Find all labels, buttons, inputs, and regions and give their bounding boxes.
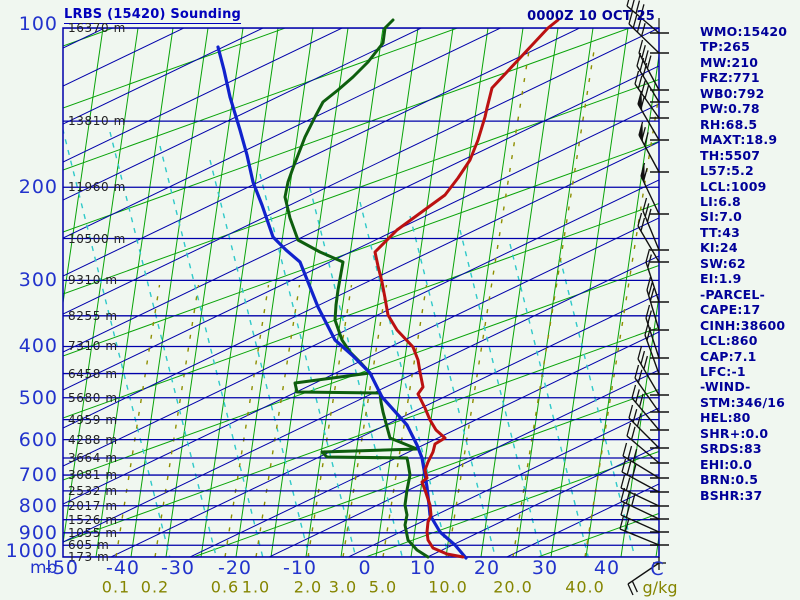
- temp-tick: -20: [217, 557, 253, 579]
- stat-line: MAXT:18.9: [700, 132, 778, 148]
- chart-datetime: 0000Z 10 OCT 25: [527, 9, 655, 24]
- stats-panel: WMO:15420 TP:265 MW:210 FRZ:771 WB0:792 PW:0.…: [700, 24, 798, 503]
- stat-line: WMO:15420: [700, 24, 788, 39]
- height-label: 10500 m: [68, 231, 126, 246]
- temp-tick: 20: [473, 557, 501, 579]
- temp-tick: 40: [593, 557, 621, 579]
- stat-line: TT:43: [700, 224, 741, 240]
- pressure-tick-1000: 1000: [5, 540, 58, 562]
- height-label: 4288 m: [68, 432, 118, 447]
- mixing-tick: 3.0: [328, 577, 358, 597]
- stat-line: CAPE:17: [700, 302, 761, 318]
- temp-tick: 0: [358, 557, 372, 579]
- stat-line: SRDS:83: [700, 441, 762, 457]
- temp-tick: -30: [160, 557, 196, 579]
- stat-line: MW:210: [700, 54, 759, 70]
- stat-line: SHR+:0.0: [700, 425, 769, 441]
- stat-line: EHI:0.0: [700, 456, 753, 472]
- sounding-curves: [216, 18, 560, 560]
- stat-line: LCL:1009: [700, 178, 767, 194]
- stat-line: HEL:80: [700, 410, 751, 426]
- parcel-curve: [216, 45, 468, 560]
- plot-border: [62, 18, 660, 558]
- height-label: 13810 m: [68, 114, 126, 129]
- stat-line: LFC:-1: [700, 363, 746, 379]
- pressure-tick-600: 600: [18, 428, 58, 451]
- height-label: 605 m: [68, 538, 110, 553]
- stat-line: PW:0.78: [700, 101, 760, 117]
- stat-line: FRZ:771: [700, 70, 760, 86]
- stat-line: TP:265: [700, 39, 750, 55]
- height-label: 8255 m: [68, 308, 118, 323]
- stat-line: -PARCEL-: [700, 286, 765, 302]
- pressure-tick-500: 500: [18, 386, 58, 409]
- mixing-tick: 10.0: [428, 577, 468, 597]
- pressure-tick-100: 100: [18, 13, 58, 35]
- mixing-tick: 0.6: [210, 577, 240, 597]
- stat-line: -WIND-: [700, 379, 751, 395]
- height-label: 6458 m: [68, 366, 118, 381]
- stat-line: RH:68.5: [700, 116, 758, 132]
- height-label: 3081 m: [68, 468, 118, 483]
- pressure-unit-label: mb: [30, 558, 58, 578]
- temperature-unit-label: C: [650, 558, 664, 580]
- pressure-tick-200: 200: [18, 176, 58, 199]
- temp-tick: 10: [409, 557, 437, 579]
- stat-line: SW:62: [700, 255, 746, 271]
- mixing-tick: 0.1: [101, 577, 131, 597]
- height-label: 173 m: [68, 550, 110, 564]
- temperature-curve: [373, 18, 560, 559]
- mixing-tick: 2.0: [293, 577, 323, 597]
- stat-line: WB0:792: [700, 85, 765, 101]
- mixing-tick: 20.0: [493, 577, 533, 597]
- mixing-tick: 1.0: [241, 577, 271, 597]
- height-label: 1055 m: [68, 525, 118, 540]
- mixing-tick: 0.2: [140, 577, 170, 597]
- height-label: 7310 m: [68, 339, 118, 354]
- stat-line: L57:5.2: [700, 163, 754, 179]
- mixing-unit-label: g/kg: [642, 578, 678, 597]
- height-label: 2017 m: [68, 498, 118, 513]
- pressure-tick-800: 800: [18, 494, 58, 517]
- mixing-tick: 40.0: [565, 577, 605, 597]
- stat-line: LCL:860: [700, 333, 758, 349]
- mixing-tick: 5.0: [368, 577, 398, 597]
- height-label: 16370 m: [68, 21, 126, 35]
- stat-line: BSHR:37: [700, 487, 763, 503]
- height-label: 3664 m: [68, 451, 118, 466]
- stat-line: STM:346/16: [700, 394, 786, 410]
- height-label: 1526 m: [68, 512, 118, 527]
- pressure-tick-300: 300: [18, 269, 58, 292]
- temp-tick: 30: [531, 557, 559, 579]
- temp-tick: -40: [105, 557, 141, 579]
- stat-line: CAP:7.1: [700, 348, 757, 364]
- stat-line: BRN:0.5: [700, 472, 759, 488]
- height-label: 5680 m: [68, 390, 118, 405]
- wind-barb-column: [619, 0, 669, 596]
- pressure-tick-400: 400: [18, 335, 58, 358]
- stat-line: TH:5507: [700, 147, 761, 163]
- temp-tick: -10: [282, 557, 318, 579]
- height-label: 9310 m: [68, 273, 118, 288]
- stat-line: CINH:38600: [700, 317, 786, 333]
- chart-title: LRBS (15420) Sounding: [64, 7, 242, 24]
- stat-line: SI:7.0: [700, 209, 742, 225]
- height-label: 11960 m: [68, 180, 126, 195]
- height-label: 2532 m: [68, 483, 118, 498]
- height-label: 4959 m: [68, 412, 118, 427]
- pressure-tick-900: 900: [18, 521, 58, 544]
- stat-line: KI:24: [700, 240, 738, 256]
- stat-line: LI:6.8: [700, 193, 741, 209]
- temp-tick: -50: [44, 557, 80, 579]
- background-grid: [63, 28, 659, 557]
- pressure-tick-700: 700: [18, 464, 58, 487]
- stat-line: EI:1.9: [700, 271, 742, 287]
